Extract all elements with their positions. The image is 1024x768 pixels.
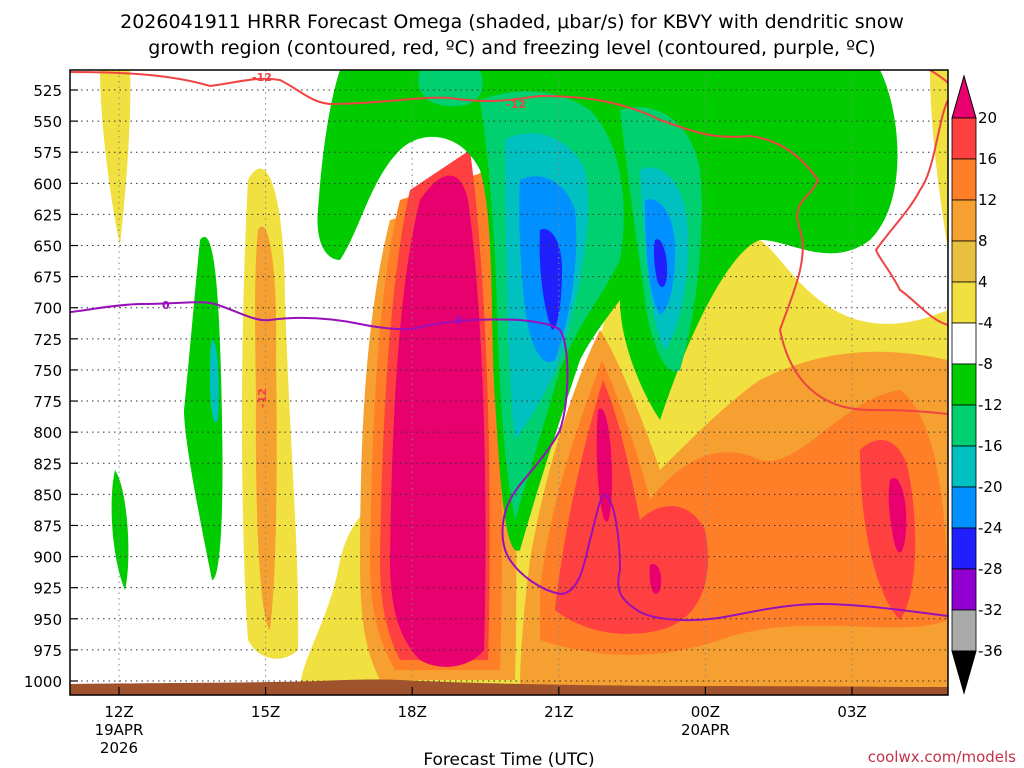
colorbar-label: 12 bbox=[978, 191, 997, 209]
colorbar-label: -12 bbox=[978, 396, 1003, 414]
colorbar-swatch bbox=[951, 322, 977, 365]
y-tick-label: 600 bbox=[33, 175, 62, 193]
colorbar-swatch bbox=[951, 527, 977, 570]
credit-text[interactable]: coolwx.com/models bbox=[868, 748, 1016, 766]
colorbar-swatch bbox=[951, 199, 977, 242]
chart-title-line1: 2026041911 HRRR Forecast Omega (shaded, … bbox=[120, 11, 904, 33]
colorbar-label: -32 bbox=[978, 601, 1003, 619]
x-tick-label: 21Z bbox=[544, 703, 573, 721]
y-tick-label: 975 bbox=[33, 642, 62, 660]
x-tick-label: 03Z bbox=[837, 703, 866, 721]
terrain-surface bbox=[70, 679, 948, 695]
colorbar-label: -20 bbox=[978, 478, 1003, 496]
y-tick-label: 675 bbox=[33, 269, 62, 287]
colorbar-label: 16 bbox=[978, 150, 997, 168]
colorbar-label: -4 bbox=[978, 314, 993, 332]
y-axis: 525 550 575 600 625 650 675 700 725 750 775 800 825 8… bbox=[24, 82, 78, 691]
x-tick-label: 15Z bbox=[251, 703, 280, 721]
y-tick-label: 625 bbox=[33, 206, 62, 224]
colorbar-swatch bbox=[951, 281, 977, 324]
shade-neg4-to-neg8 bbox=[111, 70, 898, 590]
x-tick-label: 00Z bbox=[691, 703, 720, 721]
shade-20-plus bbox=[390, 175, 907, 667]
colorbar-swatch bbox=[951, 568, 977, 611]
plot-frame bbox=[69, 69, 949, 696]
y-tick-label: 800 bbox=[33, 424, 62, 442]
y-tick-label: 850 bbox=[33, 486, 62, 504]
colorbar-label: -28 bbox=[978, 560, 1003, 578]
colorbar-swatch bbox=[951, 486, 977, 529]
x-tick-date: 20APR bbox=[681, 721, 730, 739]
y-tick-label: 725 bbox=[33, 331, 62, 349]
y-tick-label: 950 bbox=[33, 611, 62, 629]
y-tick-label: 650 bbox=[33, 238, 62, 256]
colorbar-swatch bbox=[951, 404, 977, 447]
chart-title-line2: growth region (contoured, red, ºC) and f… bbox=[148, 37, 875, 59]
x-tick-label: 12Z bbox=[104, 703, 133, 721]
shade-neg20-to-neg24 bbox=[539, 229, 668, 330]
colorbar: 20 16 12 8 4 -4 -8 -12 -16 -20 -24 -28 -32 -36 bbox=[951, 74, 1003, 695]
y-tick-label: 550 bbox=[33, 113, 62, 131]
contour-label-neg12-a: -12 bbox=[252, 71, 272, 84]
y-tick-label: 900 bbox=[33, 549, 62, 567]
y-tick-label: 575 bbox=[33, 144, 62, 162]
colorbar-swatch bbox=[951, 609, 977, 652]
colorbar-swatch bbox=[951, 445, 977, 488]
colorbar-label: -16 bbox=[978, 437, 1003, 455]
x-tick-year: 2026 bbox=[100, 739, 138, 757]
horizontal-gridlines bbox=[70, 89, 948, 682]
y-tick-label: 750 bbox=[33, 362, 62, 380]
colorbar-label: 4 bbox=[978, 273, 988, 291]
colorbar-swatch bbox=[951, 363, 977, 406]
contour-label-neg12-b: -12 bbox=[506, 98, 526, 111]
y-tick-label: 875 bbox=[33, 517, 62, 535]
colorbar-label: -36 bbox=[978, 642, 1003, 660]
x-tick-label: 18Z bbox=[398, 703, 427, 721]
colorbar-top-arrow bbox=[951, 74, 977, 119]
y-tick-label: 525 bbox=[33, 82, 62, 100]
dendritic-growth-contour bbox=[70, 70, 948, 415]
freezing-level-contour bbox=[70, 301, 948, 622]
y-tick-label: 775 bbox=[33, 393, 62, 411]
colorbar-label: -8 bbox=[978, 355, 993, 373]
contour-label-0-a: 0 bbox=[162, 299, 170, 312]
colorbar-swatch bbox=[951, 158, 977, 201]
colorbar-label: 20 bbox=[978, 109, 997, 127]
x-tick-date: 19APR bbox=[95, 721, 144, 739]
colorbar-swatch bbox=[951, 240, 977, 283]
colorbar-label: -24 bbox=[978, 519, 1003, 537]
y-tick-label: 700 bbox=[33, 300, 62, 318]
contour-label-0-b: 0 bbox=[455, 314, 463, 327]
colorbar-swatch bbox=[951, 117, 977, 160]
contour-label-neg12-c: -12 bbox=[256, 388, 269, 408]
y-tick-label: 1000 bbox=[24, 673, 62, 691]
colorbar-label: 8 bbox=[978, 232, 988, 250]
x-axis-title: Forecast Time (UTC) bbox=[423, 750, 594, 768]
y-tick-label: 925 bbox=[33, 580, 62, 598]
colorbar-bottom-arrow bbox=[951, 650, 977, 695]
y-tick-label: 825 bbox=[33, 455, 62, 473]
plot-area bbox=[70, 70, 948, 695]
